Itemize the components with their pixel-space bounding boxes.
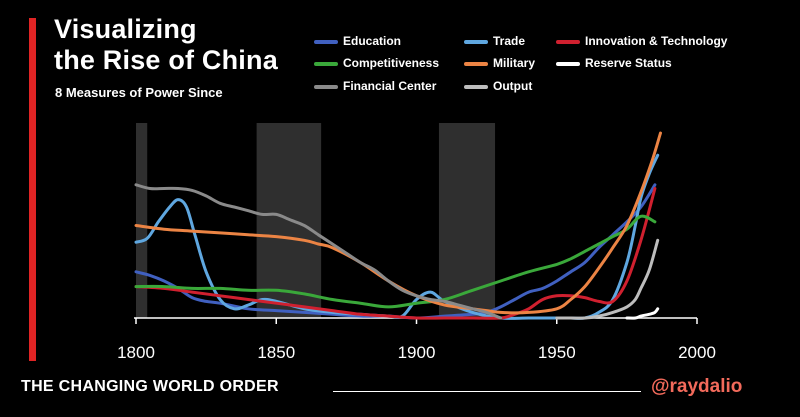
series-line-output [555,238,660,320]
legend-swatch-trade [464,40,488,44]
series-line-education [134,183,657,320]
legend-swatch-innovation [556,40,580,44]
chart-legend: Education Trade Innovation & Technology … [0,0,800,100]
footer-handle: @raydalio [651,376,743,397]
x-tick-label-1800: 1800 [117,343,155,362]
series-line-financial-center [134,183,503,320]
legend-swatch-reserve-status [556,62,580,66]
accent-bar [29,18,36,361]
x-tick-label-2000: 2000 [678,343,716,362]
series-line-innovation-technology [134,187,657,320]
legend-label-innovation: Innovation & Technology [585,34,728,48]
title-line-1: Visualizing [54,14,197,44]
series-line-competitiveness [134,214,657,309]
legend-swatch-education [314,40,338,44]
legend-swatch-financial-center [314,85,338,89]
series-line-military [134,131,662,315]
legend-label-reserve-status: Reserve Status [585,56,672,70]
legend-swatch-military [464,62,488,66]
footer-divider [333,391,641,392]
shaded-period-2 [438,123,496,318]
page-title: Visualizing the Rise of China [54,14,278,76]
legend-label-education: Education [343,34,402,48]
page-subtitle: 8 Measures of Power Since [55,85,223,100]
legend-label-competitiveness: Competitiveness [343,56,440,70]
footer-title: THE CHANGING WORLD ORDER [21,378,279,395]
legend-label-military: Military [493,56,536,70]
legend-label-output: Output [493,79,533,93]
x-tick-label-1850: 1850 [257,343,295,362]
legend-swatch-output [464,85,488,89]
x-tick-label-1950: 1950 [538,343,576,362]
legend-swatch-competitiveness [314,62,338,66]
legend-label-financial-center: Financial Center [343,79,437,93]
title-line-2: the Rise of China [54,45,278,75]
x-tick-label-1900: 1900 [398,343,436,362]
series-line-reserve-status [625,307,660,320]
shaded-period-0 [136,123,148,318]
legend-label-trade: Trade [493,34,526,48]
